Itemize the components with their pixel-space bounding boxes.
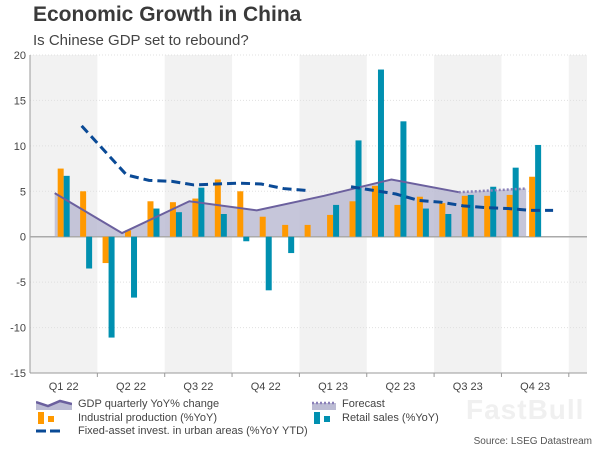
legend-retail-swatch <box>312 412 336 424</box>
retail-bar <box>490 186 497 237</box>
industrial-bar <box>371 185 378 237</box>
fai-line <box>350 185 554 212</box>
y-tick-label: -15 <box>10 368 26 380</box>
retail-bar <box>243 236 250 242</box>
retail-bar <box>288 236 295 254</box>
legend-retail: Retail sales (%YoY) <box>312 412 439 424</box>
x-tick-label: Q4 23 <box>520 381 550 393</box>
quarter-band <box>568 55 587 373</box>
retail-bar <box>175 212 182 237</box>
retail-bar <box>86 236 93 269</box>
industrial-bar <box>439 203 446 237</box>
retail-bar <box>535 144 542 237</box>
industrial-bar <box>102 236 109 264</box>
chart-subtitle: Is Chinese GDP set to rebound? <box>33 32 249 49</box>
gdp-line <box>54 178 459 235</box>
fai-line <box>80 124 307 192</box>
forecast-line <box>458 187 527 194</box>
legend-gdp-label: GDP quarterly YoY% change <box>78 398 220 410</box>
y-tick-label: 0 <box>20 232 26 244</box>
industrial-bar <box>304 224 311 237</box>
retail-bar <box>512 167 519 237</box>
chart-title: Economic Growth in China <box>33 3 302 26</box>
industrial-bar <box>461 195 468 237</box>
industrial-bar <box>169 202 176 237</box>
retail-bar <box>265 236 272 291</box>
retail-bar <box>377 69 384 237</box>
industrial-bar <box>214 179 221 237</box>
y-tick-label: 10 <box>14 141 26 153</box>
industrial-bar <box>484 195 491 237</box>
industrial-bar <box>57 168 64 237</box>
legend-industrial-swatch <box>36 412 72 424</box>
source-note: Source: LSEG Datastream <box>473 436 592 447</box>
x-tick-label: Q2 22 <box>116 381 146 393</box>
legend-retail-label: Retail sales (%YoY) <box>342 412 439 424</box>
industrial-bar <box>506 194 513 237</box>
industrial-bar <box>237 191 244 237</box>
retail-bar <box>422 208 429 237</box>
legend-gdp-swatch <box>36 398 72 410</box>
legend-fai-swatch <box>36 425 72 437</box>
legend-industrial-label: Industrial production (%YoY) <box>78 412 218 424</box>
x-tick-label: Q3 22 <box>183 381 213 393</box>
x-tick-label: Q1 23 <box>318 381 348 393</box>
watermark-logo: FastBull <box>466 394 585 425</box>
legend-forecast: Forecast <box>312 398 385 410</box>
retail-bar <box>467 194 474 237</box>
industrial-bar <box>529 176 536 237</box>
retail-bar <box>63 175 70 237</box>
industrial-bar <box>349 201 356 237</box>
industrial-bar <box>394 204 401 237</box>
retail-bar <box>445 214 452 237</box>
legend-gdp: GDP quarterly YoY% change <box>36 398 219 410</box>
retail-bar <box>198 187 205 237</box>
legend-forecast-label: Forecast <box>342 398 385 410</box>
legend-forecast-swatch <box>312 398 336 410</box>
retail-bar <box>333 204 340 237</box>
retail-bar <box>108 236 115 338</box>
x-tick-label: Q3 23 <box>453 381 483 393</box>
legend-fai: Fixed-asset invest. in urban areas (%YoY… <box>36 425 308 437</box>
legend-fai-label: Fixed-asset invest. in urban areas (%YoY… <box>78 425 308 437</box>
y-tick-label: 15 <box>14 95 26 107</box>
industrial-bar <box>282 224 289 237</box>
legend-industrial: Industrial production (%YoY) <box>36 412 217 424</box>
retail-bar <box>131 236 138 298</box>
industrial-bar <box>125 230 132 237</box>
x-tick-label: Q4 22 <box>251 381 281 393</box>
industrial-bar <box>327 214 334 237</box>
industrial-bar <box>192 198 199 237</box>
x-tick-label: Q2 23 <box>385 381 415 393</box>
y-tick-label: 5 <box>20 186 26 198</box>
retail-bar <box>400 121 407 237</box>
retail-bar <box>153 208 160 237</box>
y-tick-label: -5 <box>16 277 26 289</box>
x-tick-label: Q1 22 <box>49 381 79 393</box>
y-tick-label: -10 <box>10 323 26 335</box>
industrial-bar <box>416 196 423 237</box>
industrial-bar <box>80 191 87 237</box>
y-tick-label: 20 <box>14 50 26 62</box>
retail-bar <box>220 214 227 237</box>
industrial-bar <box>259 216 266 237</box>
